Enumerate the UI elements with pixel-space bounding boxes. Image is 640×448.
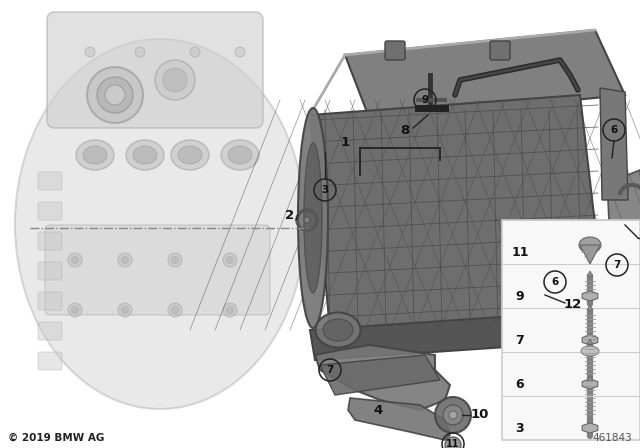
Circle shape	[172, 257, 179, 263]
Ellipse shape	[76, 140, 114, 170]
Text: 7: 7	[326, 365, 333, 375]
Text: 7: 7	[613, 260, 621, 270]
Circle shape	[227, 306, 234, 314]
Ellipse shape	[304, 143, 322, 293]
Text: 11: 11	[511, 246, 529, 258]
Circle shape	[155, 60, 195, 100]
Ellipse shape	[133, 146, 157, 164]
Circle shape	[172, 306, 179, 314]
Circle shape	[135, 47, 145, 57]
Circle shape	[445, 437, 461, 448]
Polygon shape	[580, 245, 600, 264]
FancyBboxPatch shape	[38, 172, 62, 190]
Circle shape	[443, 405, 463, 425]
Text: © 2019 BMW AG: © 2019 BMW AG	[8, 433, 104, 443]
Text: 3: 3	[321, 185, 328, 195]
Polygon shape	[582, 335, 598, 345]
Text: 3: 3	[516, 422, 524, 435]
Text: 10: 10	[471, 409, 489, 422]
FancyBboxPatch shape	[38, 292, 62, 310]
Ellipse shape	[15, 39, 305, 409]
Ellipse shape	[228, 146, 252, 164]
Circle shape	[223, 253, 237, 267]
Ellipse shape	[316, 313, 360, 348]
Circle shape	[72, 306, 79, 314]
Text: 6: 6	[611, 125, 618, 135]
Circle shape	[68, 253, 82, 267]
Text: 6: 6	[552, 277, 559, 287]
Text: 1: 1	[340, 135, 349, 148]
Polygon shape	[348, 398, 450, 440]
Circle shape	[68, 303, 82, 317]
Ellipse shape	[298, 108, 328, 328]
Polygon shape	[587, 305, 593, 310]
Circle shape	[118, 253, 132, 267]
Circle shape	[163, 68, 187, 92]
Polygon shape	[582, 291, 598, 301]
FancyBboxPatch shape	[385, 41, 405, 60]
FancyBboxPatch shape	[45, 225, 270, 315]
FancyBboxPatch shape	[38, 352, 62, 370]
Ellipse shape	[126, 140, 164, 170]
Polygon shape	[320, 355, 440, 395]
Ellipse shape	[221, 140, 259, 170]
Text: 8: 8	[401, 124, 410, 137]
Ellipse shape	[178, 146, 202, 164]
Text: 12: 12	[564, 298, 582, 311]
Circle shape	[168, 303, 182, 317]
Circle shape	[235, 47, 245, 57]
Ellipse shape	[579, 237, 601, 253]
Text: 4: 4	[373, 404, 383, 417]
Text: 461843: 461843	[592, 433, 632, 443]
Circle shape	[97, 77, 133, 113]
Text: 6: 6	[516, 378, 524, 391]
Circle shape	[168, 253, 182, 267]
FancyBboxPatch shape	[38, 232, 62, 250]
Polygon shape	[587, 376, 593, 381]
Text: 2: 2	[285, 208, 294, 221]
Circle shape	[122, 306, 129, 314]
Circle shape	[105, 85, 125, 105]
Polygon shape	[582, 423, 598, 433]
Circle shape	[304, 217, 310, 223]
Polygon shape	[582, 379, 598, 389]
Circle shape	[190, 47, 200, 57]
FancyBboxPatch shape	[38, 202, 62, 220]
FancyBboxPatch shape	[38, 322, 62, 340]
Polygon shape	[310, 95, 605, 330]
Circle shape	[118, 303, 132, 317]
Polygon shape	[310, 310, 610, 360]
FancyBboxPatch shape	[47, 12, 263, 128]
Polygon shape	[608, 170, 640, 260]
FancyBboxPatch shape	[38, 262, 62, 280]
Ellipse shape	[83, 146, 107, 164]
Circle shape	[435, 397, 471, 433]
Text: 11: 11	[446, 439, 460, 448]
Ellipse shape	[323, 319, 353, 341]
Text: 7: 7	[516, 333, 524, 346]
Circle shape	[85, 47, 95, 57]
Polygon shape	[600, 88, 628, 200]
Circle shape	[449, 411, 457, 419]
Polygon shape	[345, 30, 625, 120]
Polygon shape	[587, 271, 593, 276]
Text: 9: 9	[516, 289, 524, 302]
Polygon shape	[587, 339, 593, 344]
Circle shape	[87, 67, 143, 123]
Circle shape	[72, 257, 79, 263]
Bar	[502, 220, 640, 440]
Text: 9: 9	[421, 95, 429, 105]
Ellipse shape	[581, 346, 599, 356]
FancyBboxPatch shape	[490, 41, 510, 60]
Circle shape	[223, 303, 237, 317]
Ellipse shape	[171, 140, 209, 170]
Circle shape	[227, 257, 234, 263]
Polygon shape	[315, 345, 450, 410]
Circle shape	[122, 257, 129, 263]
